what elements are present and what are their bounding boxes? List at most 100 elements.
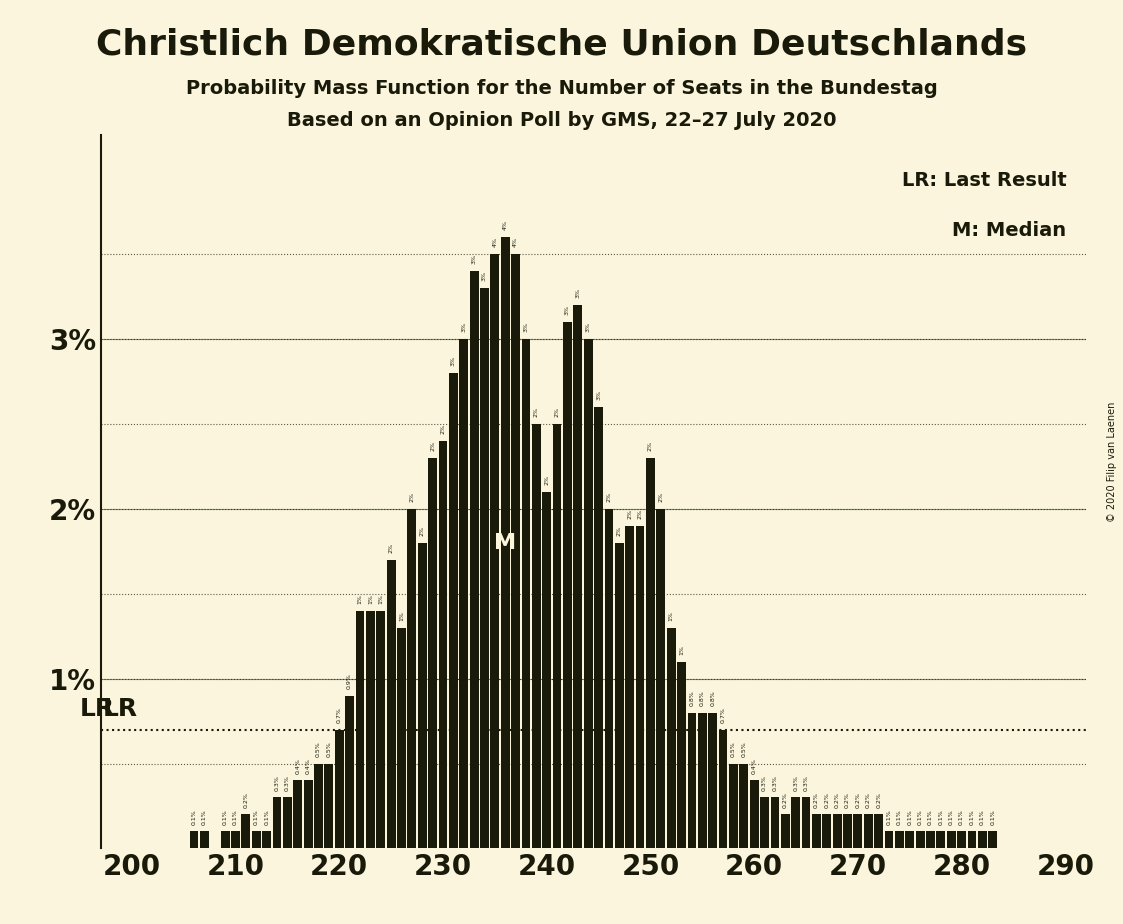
Bar: [459, 339, 468, 848]
Text: 0.2%: 0.2%: [834, 792, 840, 808]
Text: 0.4%: 0.4%: [305, 758, 311, 773]
Text: 2%: 2%: [389, 543, 394, 553]
Bar: [864, 814, 873, 848]
Bar: [978, 832, 987, 848]
Text: 2%: 2%: [606, 492, 611, 502]
Text: 0.1%: 0.1%: [907, 808, 912, 824]
Text: 0.4%: 0.4%: [295, 758, 300, 773]
Text: 1%: 1%: [679, 645, 684, 655]
Text: 0.8%: 0.8%: [690, 690, 694, 706]
Bar: [594, 407, 603, 848]
Text: 0.2%: 0.2%: [876, 792, 882, 808]
Text: 4%: 4%: [513, 237, 518, 248]
Text: 2%: 2%: [648, 441, 652, 451]
Bar: [604, 509, 613, 848]
Bar: [263, 832, 271, 848]
Bar: [542, 492, 551, 848]
Text: 2%: 2%: [617, 526, 622, 536]
Text: 3%: 3%: [462, 322, 466, 332]
Bar: [241, 814, 250, 848]
Bar: [937, 832, 946, 848]
Bar: [719, 730, 728, 848]
Text: 0.1%: 0.1%: [202, 808, 207, 824]
Text: 0.1%: 0.1%: [939, 808, 943, 824]
Text: 0.3%: 0.3%: [763, 775, 767, 791]
Bar: [231, 832, 240, 848]
Text: 0.5%: 0.5%: [731, 741, 736, 757]
Text: 0.1%: 0.1%: [886, 808, 892, 824]
Text: 0.1%: 0.1%: [969, 808, 975, 824]
Bar: [697, 712, 706, 848]
Text: 3%: 3%: [586, 322, 591, 332]
Text: 3%: 3%: [565, 305, 570, 315]
Text: 0.1%: 0.1%: [980, 808, 985, 824]
Text: 1%: 1%: [399, 611, 404, 621]
Text: 0.3%: 0.3%: [793, 775, 798, 791]
Bar: [750, 781, 758, 848]
Bar: [293, 781, 302, 848]
Bar: [428, 457, 437, 848]
Bar: [491, 254, 500, 848]
Text: 0.1%: 0.1%: [949, 808, 953, 824]
Bar: [532, 424, 541, 848]
Bar: [366, 611, 375, 848]
Text: 0.7%: 0.7%: [721, 707, 725, 723]
Bar: [584, 339, 593, 848]
Text: 0.5%: 0.5%: [316, 741, 321, 757]
Text: 0.4%: 0.4%: [751, 758, 757, 773]
Text: 2%: 2%: [410, 492, 414, 502]
Bar: [511, 254, 520, 848]
Bar: [553, 424, 562, 848]
Text: LR: LR: [102, 697, 138, 721]
Text: 0.1%: 0.1%: [928, 808, 933, 824]
Text: 2%: 2%: [430, 441, 435, 451]
Bar: [356, 611, 364, 848]
Bar: [677, 662, 686, 848]
Text: 0.2%: 0.2%: [244, 792, 248, 808]
Text: 1%: 1%: [378, 594, 383, 604]
Text: 0.2%: 0.2%: [856, 792, 860, 808]
Text: M: Median: M: Median: [952, 221, 1067, 239]
Text: 3%: 3%: [575, 288, 581, 298]
Text: 3%: 3%: [482, 271, 487, 281]
Text: 2%: 2%: [533, 407, 539, 417]
Bar: [314, 763, 323, 848]
Bar: [780, 814, 789, 848]
Text: 1%: 1%: [357, 594, 363, 604]
Text: 3%: 3%: [472, 254, 476, 264]
Bar: [657, 509, 665, 848]
Bar: [376, 611, 385, 848]
Bar: [739, 763, 748, 848]
Bar: [325, 763, 334, 848]
Bar: [885, 832, 894, 848]
Bar: [667, 627, 676, 848]
Text: 0.7%: 0.7%: [337, 707, 341, 723]
Bar: [273, 797, 282, 848]
Bar: [469, 271, 478, 848]
Text: 2%: 2%: [627, 509, 632, 519]
Text: 0.3%: 0.3%: [773, 775, 777, 791]
Text: 0.1%: 0.1%: [959, 808, 965, 824]
Bar: [874, 814, 883, 848]
Text: LR: LR: [80, 697, 115, 721]
Bar: [895, 832, 904, 848]
Bar: [802, 797, 811, 848]
Text: 0.2%: 0.2%: [866, 792, 870, 808]
Text: 0.8%: 0.8%: [700, 690, 705, 706]
Text: 4%: 4%: [492, 237, 497, 248]
Text: 0.3%: 0.3%: [274, 775, 280, 791]
Text: 1%: 1%: [368, 594, 373, 604]
Text: 3%: 3%: [523, 322, 529, 332]
Bar: [947, 832, 956, 848]
Bar: [200, 832, 209, 848]
Text: Based on an Opinion Poll by GMS, 22–27 July 2020: Based on an Opinion Poll by GMS, 22–27 J…: [286, 111, 837, 130]
Text: 0.2%: 0.2%: [844, 792, 850, 808]
Text: © 2020 Filip van Laenen: © 2020 Filip van Laenen: [1107, 402, 1117, 522]
Bar: [521, 339, 530, 848]
Text: 2%: 2%: [555, 407, 559, 417]
Bar: [843, 814, 852, 848]
Text: 0.5%: 0.5%: [327, 741, 331, 757]
Bar: [480, 288, 489, 848]
Text: 0.1%: 0.1%: [917, 808, 923, 824]
Bar: [905, 832, 914, 848]
